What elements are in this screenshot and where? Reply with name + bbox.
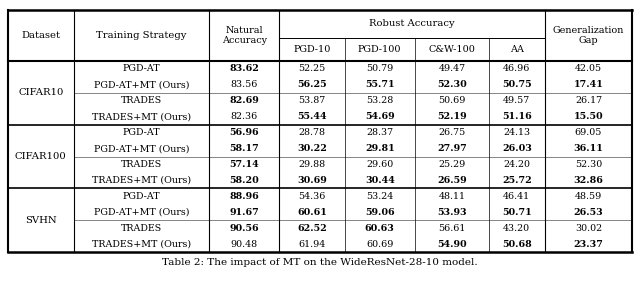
Text: 51.16: 51.16 [502,112,532,121]
Text: 69.05: 69.05 [575,128,602,137]
Text: Training Strategy: Training Strategy [97,31,187,40]
Text: 32.86: 32.86 [573,176,604,185]
Text: 55.71: 55.71 [365,80,395,89]
Text: 62.52: 62.52 [297,224,327,233]
Text: 52.30: 52.30 [437,80,467,89]
Text: 53.93: 53.93 [437,208,467,217]
Text: 57.14: 57.14 [229,160,259,169]
Text: 56.96: 56.96 [230,128,259,137]
Text: 49.47: 49.47 [438,64,465,73]
Text: 30.44: 30.44 [365,176,395,185]
Text: 28.37: 28.37 [366,128,394,137]
Text: 25.29: 25.29 [438,160,465,169]
Text: 29.81: 29.81 [365,144,395,153]
Text: Natural
Accuracy: Natural Accuracy [221,26,267,45]
Text: 26.03: 26.03 [502,144,532,153]
Text: 49.57: 49.57 [503,96,531,105]
Text: 52.25: 52.25 [298,64,326,73]
Text: 54.36: 54.36 [298,192,326,201]
Text: 50.68: 50.68 [502,240,532,249]
Text: 36.11: 36.11 [573,144,604,153]
Text: 23.37: 23.37 [573,240,604,249]
Text: 46.41: 46.41 [503,192,531,201]
Text: 56.61: 56.61 [438,224,465,233]
Text: 90.48: 90.48 [231,240,258,249]
Text: 17.41: 17.41 [573,80,604,89]
Text: 58.17: 58.17 [229,144,259,153]
Text: 54.90: 54.90 [437,240,467,249]
Text: 53.87: 53.87 [298,96,326,105]
Text: C&W-100: C&W-100 [428,45,476,54]
Text: 52.30: 52.30 [575,160,602,169]
Text: 53.24: 53.24 [366,192,394,201]
Text: AA: AA [510,45,524,54]
Text: 24.20: 24.20 [503,160,531,169]
Text: 90.56: 90.56 [230,224,259,233]
Text: 82.69: 82.69 [229,96,259,105]
Text: PGD-10: PGD-10 [293,45,331,54]
Text: 15.50: 15.50 [573,112,604,121]
Text: 25.72: 25.72 [502,176,532,185]
Text: TRADES: TRADES [121,224,162,233]
Text: 29.88: 29.88 [298,160,326,169]
Text: 54.69: 54.69 [365,112,395,121]
Text: 88.96: 88.96 [229,192,259,201]
Text: 27.97: 27.97 [437,144,467,153]
Text: 83.62: 83.62 [229,64,259,73]
Text: 83.56: 83.56 [230,80,258,89]
Text: PGD-AT+MT (Ours): PGD-AT+MT (Ours) [94,208,189,217]
Text: 24.13: 24.13 [503,128,531,137]
Text: 29.60: 29.60 [366,160,394,169]
Text: 50.79: 50.79 [366,64,394,73]
Text: 30.02: 30.02 [575,224,602,233]
Text: PGD-AT: PGD-AT [123,128,161,137]
Text: TRADES+MT (Ours): TRADES+MT (Ours) [92,112,191,121]
Text: PGD-AT: PGD-AT [123,64,161,73]
Text: Robust Accuracy: Robust Accuracy [369,19,455,29]
Text: PGD-AT: PGD-AT [123,192,161,201]
Text: Generalization
Gap: Generalization Gap [553,26,624,45]
Text: 26.59: 26.59 [437,176,467,185]
Text: 82.36: 82.36 [230,112,258,121]
Text: 50.71: 50.71 [502,208,532,217]
Text: TRADES+MT (Ours): TRADES+MT (Ours) [92,176,191,185]
Text: 53.28: 53.28 [366,96,394,105]
Text: TRADES: TRADES [121,160,162,169]
Text: 58.20: 58.20 [229,176,259,185]
Text: 30.69: 30.69 [297,176,327,185]
Text: 43.20: 43.20 [503,224,531,233]
Text: 60.63: 60.63 [365,224,395,233]
Text: 52.19: 52.19 [437,112,467,121]
Text: PGD-AT+MT (Ours): PGD-AT+MT (Ours) [94,144,189,153]
Text: Table 2: The impact of MT on the WideResNet-28-10 model.: Table 2: The impact of MT on the WideRes… [162,258,478,267]
Text: 26.17: 26.17 [575,96,602,105]
Text: 91.67: 91.67 [229,208,259,217]
Text: PGD-100: PGD-100 [358,45,401,54]
Text: 46.96: 46.96 [503,64,531,73]
Text: CIFAR10: CIFAR10 [18,88,63,97]
Text: 50.75: 50.75 [502,80,532,89]
Text: 26.53: 26.53 [573,208,604,217]
Text: 50.69: 50.69 [438,96,465,105]
Text: 61.94: 61.94 [298,240,326,249]
Text: Dataset: Dataset [21,31,60,40]
Text: CIFAR100: CIFAR100 [15,152,67,161]
Text: SVHN: SVHN [25,216,56,225]
Text: 42.05: 42.05 [575,64,602,73]
Text: TRADES: TRADES [121,96,162,105]
Text: 26.75: 26.75 [438,128,465,137]
Text: 48.59: 48.59 [575,192,602,201]
Text: 28.78: 28.78 [298,128,326,137]
Text: 30.22: 30.22 [297,144,327,153]
Text: 60.61: 60.61 [297,208,327,217]
Text: TRADES+MT (Ours): TRADES+MT (Ours) [92,240,191,249]
Text: PGD-AT+MT (Ours): PGD-AT+MT (Ours) [94,80,189,89]
Text: 48.11: 48.11 [438,192,465,201]
Text: 59.06: 59.06 [365,208,395,217]
Text: 60.69: 60.69 [366,240,394,249]
Text: 55.44: 55.44 [297,112,327,121]
Text: 56.25: 56.25 [297,80,327,89]
